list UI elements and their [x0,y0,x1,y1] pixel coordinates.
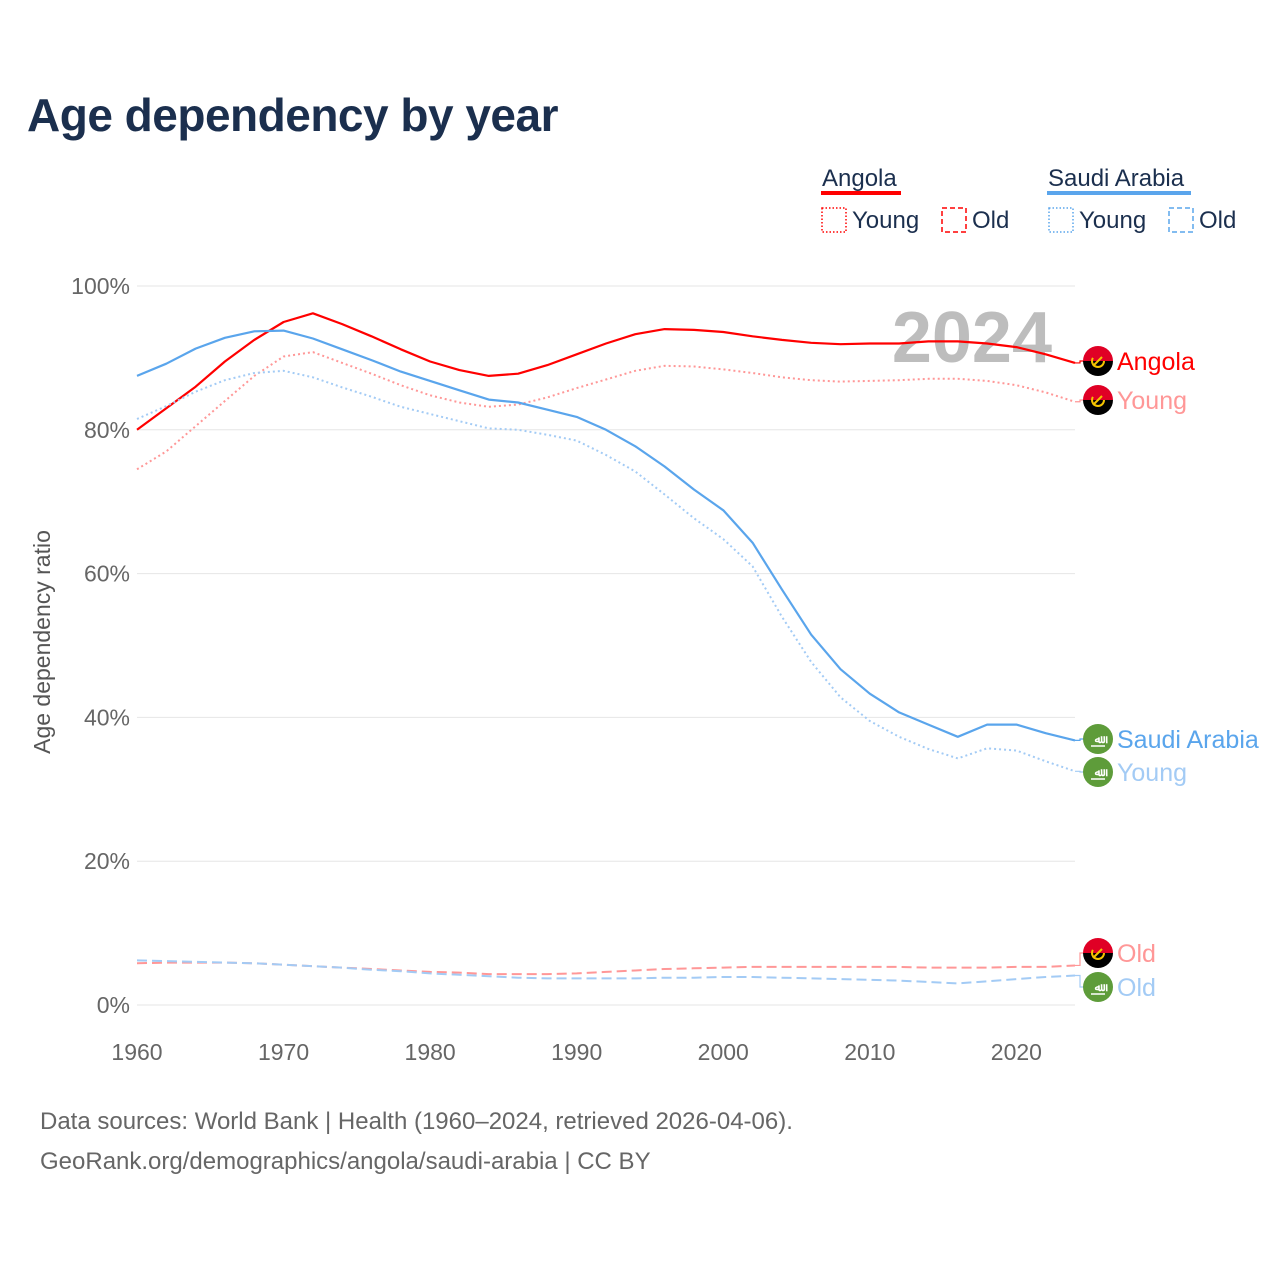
series-end-label: Young [1117,387,1187,415]
flag-machete [1092,948,1103,959]
label-connector [1075,974,1085,988]
x-tick-label: 2000 [698,1039,749,1065]
angola-flag-icon [1083,938,1113,968]
angola-flag-icon [1083,385,1113,415]
year-watermark: 2024 [892,298,1052,378]
flag-emblem [1091,354,1105,368]
flag-red-half [1083,938,1113,953]
flag-black-half [1083,361,1113,376]
series-end-label: Old [1117,974,1156,1002]
x-tick-label: 2010 [844,1039,895,1065]
source-link[interactable]: GeoRank.org/demographics/angola/saudi-ar… [40,1148,651,1175]
legend-saudi-underline [1047,191,1191,195]
flag-emblem [1091,393,1105,407]
flag-machete [1092,356,1103,367]
y-tick-label: 20% [84,848,130,874]
label-connector [1075,952,1085,967]
y-axis-label: Age dependency ratio [29,530,55,754]
flag-green [1083,757,1113,787]
label-connector [1075,770,1085,773]
label-connector [1075,360,1085,364]
y-tick-label: 80% [84,417,130,443]
flag-red-half [1083,346,1113,361]
saudi-flag-icon: ﷲ [1083,757,1113,787]
series-end-label: Angola [1117,348,1195,376]
legend-group-saudi[interactable]: Saudi Arabia [1048,165,1185,192]
saudi-flag-icon: ﷲ [1083,972,1113,1002]
label-connector [1075,399,1085,403]
x-tick-label: 1960 [111,1039,162,1065]
series-end-label: Young [1117,759,1187,787]
legend-angola-old[interactable]: Old [972,207,1009,234]
legend: Angola Young Old Saudi Arabia Young Old [821,165,1236,234]
saudi-flag-icon: ﷲ [1083,724,1113,754]
chart-title: Age dependency by year [27,89,558,141]
flag-black-half [1083,400,1113,415]
legend-saudi-young[interactable]: Young [1079,207,1146,234]
flag-black-half [1083,953,1113,968]
legend-angola-underline [821,191,901,195]
flag-machete [1092,395,1103,406]
legend-group-angola[interactable]: Angola [822,165,897,192]
legend-saudi-old-swatch [1168,207,1194,233]
x-tick-label: 2020 [991,1039,1042,1065]
legend-saudi-young-swatch [1048,207,1074,233]
series-line-saudi-arabia-young [136,369,1076,773]
series-line-angola [136,312,1076,431]
angola-flag-icon [1083,346,1113,376]
x-tick-label: 1980 [405,1039,456,1065]
y-tick-label: 0% [97,992,130,1018]
source-text: Data sources: World Bank | Health (1960–… [40,1108,793,1135]
legend-angola-young-swatch [821,207,847,233]
label-connector [1075,738,1085,742]
flag-green [1083,972,1113,1002]
series-line-angola-young [136,351,1076,471]
series-end-label: Saudi Arabia [1117,726,1259,754]
flag-emblem [1091,946,1105,960]
legend-angola-old-swatch [941,207,967,233]
legend-saudi-old[interactable]: Old [1199,207,1236,234]
flag-red-half [1083,385,1113,400]
y-tick-label: 60% [84,561,130,587]
flag-green [1083,724,1113,754]
series-line-saudi-arabia-old [136,959,1076,985]
y-tick-label: 40% [84,704,130,730]
x-tick-label: 1990 [551,1039,602,1065]
series-line-saudi-arabia [136,329,1076,742]
legend-angola-young[interactable]: Young [852,207,919,234]
x-tick-label: 1970 [258,1039,309,1065]
series-end-label: Old [1117,940,1156,968]
y-tick-label: 100% [71,273,130,299]
